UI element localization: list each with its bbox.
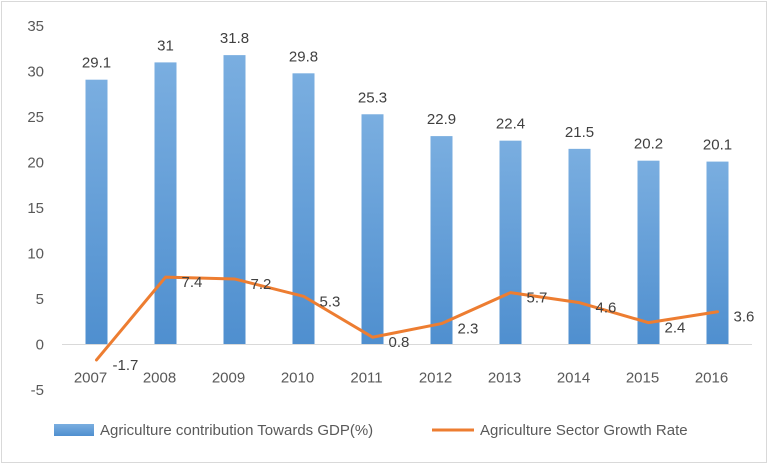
bar	[706, 161, 729, 345]
bar-data-label: 22.9	[427, 111, 456, 128]
y-tick-label: 25	[27, 109, 44, 126]
line-data-label: 2.4	[665, 320, 686, 337]
bar	[154, 62, 177, 345]
bar-data-label: 29.8	[289, 48, 318, 65]
legend-bar-swatch	[54, 424, 94, 436]
line-data-label: 2.3	[458, 321, 479, 338]
x-tick-label: 2008	[143, 370, 176, 387]
line-data-label: 5.3	[320, 293, 341, 310]
bar	[637, 160, 660, 345]
bar-data-label: 22.4	[496, 116, 525, 133]
line-data-label: 4.6	[596, 300, 617, 317]
bar-data-label: 31	[157, 37, 174, 54]
legend-bar-label: Agriculture contribution Towards GDP(%)	[100, 422, 373, 439]
x-tick-label: 2014	[557, 370, 590, 387]
growth-rate-line	[95, 275, 719, 362]
bar	[292, 73, 315, 345]
y-tick-label: 5	[36, 291, 44, 308]
bar-data-label: 20.1	[703, 137, 732, 154]
bar	[568, 148, 591, 345]
y-tick-label: 35	[27, 18, 44, 35]
bar	[85, 79, 108, 345]
line-data-label: 3.6	[734, 309, 755, 326]
bar-data-label: 20.2	[634, 136, 663, 153]
bar	[430, 136, 453, 345]
y-tick-label: 10	[27, 246, 44, 263]
x-tick-label: 2015	[626, 370, 659, 387]
y-tick-label: 0	[36, 337, 44, 354]
bar-data-label: 29.1	[82, 55, 111, 72]
line-data-label: 7.4	[182, 274, 203, 291]
y-tick-label: 20	[27, 155, 44, 172]
line-data-label: 0.8	[389, 334, 410, 351]
bar	[361, 114, 384, 345]
legend-line-label: Agriculture Sector Growth Rate	[480, 422, 688, 439]
bar-data-label: 31.8	[220, 30, 249, 47]
x-tick-label: 2012	[419, 370, 452, 387]
line-data-label: 5.7	[527, 290, 548, 307]
bar-data-label: 25.3	[358, 89, 387, 106]
line-data-label: -1.7	[113, 357, 139, 374]
x-tick-label: 2007	[74, 370, 107, 387]
x-tick-label: 2011	[350, 370, 382, 387]
line-data-label: 7.2	[251, 276, 272, 293]
y-tick-label: 15	[27, 200, 44, 217]
x-tick-label: 2010	[281, 370, 314, 387]
x-tick-label: 2016	[695, 370, 728, 387]
x-tick-label: 2013	[488, 370, 521, 387]
y-tick-label: 30	[27, 64, 44, 81]
bar	[223, 55, 246, 345]
x-tick-label: 2009	[212, 370, 245, 387]
y-tick-label: -5	[31, 382, 44, 399]
bar-data-label: 21.5	[565, 124, 594, 141]
bar	[499, 140, 522, 345]
